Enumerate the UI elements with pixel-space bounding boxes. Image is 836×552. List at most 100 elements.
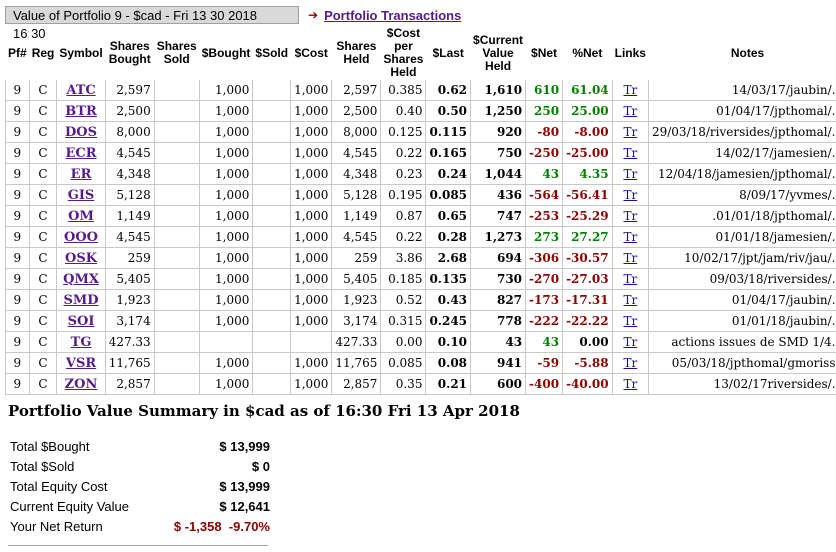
table-row: 9 C OOO 4,545 1,000 1,000 4,545 0.22 0.28 1,273 27… xyxy=(5,226,836,248)
shares-bought-cell: 5,405 xyxy=(104,268,155,290)
reg-cell: C xyxy=(28,331,58,353)
net-cell: 273 xyxy=(525,226,564,248)
transactions-tr-link[interactable]: Tr xyxy=(623,230,638,244)
shares-held-cell: 8,000 xyxy=(331,121,382,143)
pct-net-cell: -25.00 xyxy=(562,142,613,164)
pct-net-text: -40.00 xyxy=(566,377,609,391)
dollar-cost-text: 1,000 xyxy=(294,293,329,307)
symbol-link[interactable]: OM xyxy=(68,208,94,224)
symbol-link[interactable]: SMD xyxy=(63,292,99,308)
col-dollar-cost: $Cost xyxy=(290,26,333,80)
pct-net-text: 27.27 xyxy=(571,230,609,244)
shares-held-cell: 4,545 xyxy=(331,226,382,248)
table-row: 9 C OSK 259 1,000 1,000 259 3.86 2.68 694 -306 -30.… xyxy=(5,247,836,269)
pct-net-cell: 4.35 xyxy=(562,163,613,185)
pf-text: 9 xyxy=(13,104,22,118)
col-last: $Last xyxy=(425,26,472,80)
symbol-link[interactable]: TG xyxy=(70,334,92,350)
net-text: -250 xyxy=(529,146,560,160)
shares-bought-text: 5,128 xyxy=(116,188,151,202)
transactions-tr-link[interactable]: Tr xyxy=(623,335,638,349)
symbol-link[interactable]: ECR xyxy=(65,145,97,161)
transactions-tr-link[interactable]: Tr xyxy=(623,251,638,265)
notes-text: .01/01/18/jpthomal/... xyxy=(712,209,836,223)
symbol-link[interactable]: SOI xyxy=(67,313,95,329)
transactions-tr-link[interactable]: Tr xyxy=(623,356,638,370)
dollar-cost-cell xyxy=(290,331,333,353)
dollar-sold-cell xyxy=(252,352,292,374)
last-price-text: 0.24 xyxy=(437,167,468,181)
shares-sold-cell xyxy=(153,226,200,248)
dollar-bought-cell: 1,000 xyxy=(198,310,254,332)
shares-bought-text: 427.33 xyxy=(108,335,151,349)
current-value-cell: 43 xyxy=(470,331,527,353)
transactions-tr-link[interactable]: Tr xyxy=(623,314,638,328)
cost-per-share-cell: 0.23 xyxy=(380,163,427,185)
pf-cell: 9 xyxy=(5,289,30,311)
transactions-tr-link[interactable]: Tr xyxy=(623,83,638,97)
symbol-link[interactable]: ZON xyxy=(64,376,98,392)
symbol-link[interactable]: OSK xyxy=(65,250,98,266)
transactions-tr-link[interactable]: Tr xyxy=(623,146,638,160)
pct-net-text: -25.00 xyxy=(566,146,609,160)
dollar-cost-text: 1,000 xyxy=(294,125,329,139)
transactions-tr-link[interactable]: Tr xyxy=(623,209,638,223)
net-return-amount: $ -1,358 xyxy=(173,518,222,534)
net-text: -306 xyxy=(529,251,560,265)
symbol-link[interactable]: ATC xyxy=(66,82,96,98)
symbol-link[interactable]: OOO xyxy=(64,229,99,245)
last-price-text: 0.21 xyxy=(437,377,468,391)
pct-net-text: 25.00 xyxy=(571,104,609,118)
shares-bought-text: 5,405 xyxy=(116,272,151,286)
dollar-cost-cell: 1,000 xyxy=(290,268,333,290)
transactions-tr-link[interactable]: Tr xyxy=(623,188,638,202)
net-cell: -306 xyxy=(525,247,564,269)
net-text: -80 xyxy=(537,125,560,139)
transactions-tr-link[interactable]: Tr xyxy=(623,272,638,286)
shares-held-text: 1,149 xyxy=(343,209,378,223)
pf-cell: 9 xyxy=(5,184,30,206)
pct-net-text: -8.00 xyxy=(574,125,609,139)
pct-net-text: -56.41 xyxy=(566,188,609,202)
dollar-cost-cell: 1,000 xyxy=(290,289,333,311)
last-price-text: 0.245 xyxy=(429,314,468,328)
arrow-right-icon: ➔ xyxy=(308,8,319,22)
cost-per-share-cell: 0.125 xyxy=(380,121,427,143)
cost-per-share-cell: 0.22 xyxy=(380,142,427,164)
last-price-text: 0.115 xyxy=(429,125,468,139)
transactions-tr-link[interactable]: Tr xyxy=(623,104,638,118)
current-value-cell: 436 xyxy=(470,184,527,206)
net-text: -173 xyxy=(529,293,560,307)
reg-text: C xyxy=(38,104,48,118)
dollar-cost-text: 1,000 xyxy=(294,188,329,202)
last-price-cell: 0.65 xyxy=(425,205,472,227)
shares-bought-text: 3,174 xyxy=(116,314,151,328)
symbol-link[interactable]: ER xyxy=(70,166,92,182)
transactions-tr-link[interactable]: Tr xyxy=(623,293,638,307)
symbol-link[interactable]: GIS xyxy=(67,187,95,203)
col-links: Links xyxy=(611,26,649,80)
symbol-cell: ECR xyxy=(56,142,106,164)
notes-cell: 14/03/17/jaubin/... xyxy=(647,79,836,101)
transactions-tr-link[interactable]: Tr xyxy=(623,377,638,391)
col-cost-per-share: $Cost per Shares Held xyxy=(380,26,427,80)
links-cell: Tr xyxy=(611,289,649,311)
dollar-cost-text: 1,000 xyxy=(294,167,329,181)
links-cell: Tr xyxy=(611,331,649,353)
symbol-link[interactable]: QMX xyxy=(63,271,99,287)
notes-text: 14/03/17/jaubin/... xyxy=(731,83,836,97)
cost-per-share-text: 0.315 xyxy=(388,314,423,328)
portfolio-transactions-link[interactable]: Portfolio Transactions xyxy=(324,7,462,23)
pf-text: 9 xyxy=(13,251,22,265)
symbol-link[interactable]: BTR xyxy=(65,103,97,119)
dollar-bought-cell: 1,000 xyxy=(198,205,254,227)
symbol-link[interactable]: DOS xyxy=(65,124,98,140)
dollar-bought-text: 1,000 xyxy=(215,146,250,160)
symbol-link[interactable]: VSR xyxy=(65,355,97,371)
table-row: 9 C ATC 2,597 1,000 1,000 2,597 0.385 0.62 1,610 6… xyxy=(5,79,836,101)
cost-per-share-cell: 0.40 xyxy=(380,100,427,122)
transactions-tr-link[interactable]: Tr xyxy=(623,125,638,139)
dollar-sold-cell xyxy=(252,100,292,122)
shares-held-cell: 1,923 xyxy=(331,289,382,311)
transactions-tr-link[interactable]: Tr xyxy=(623,167,638,181)
